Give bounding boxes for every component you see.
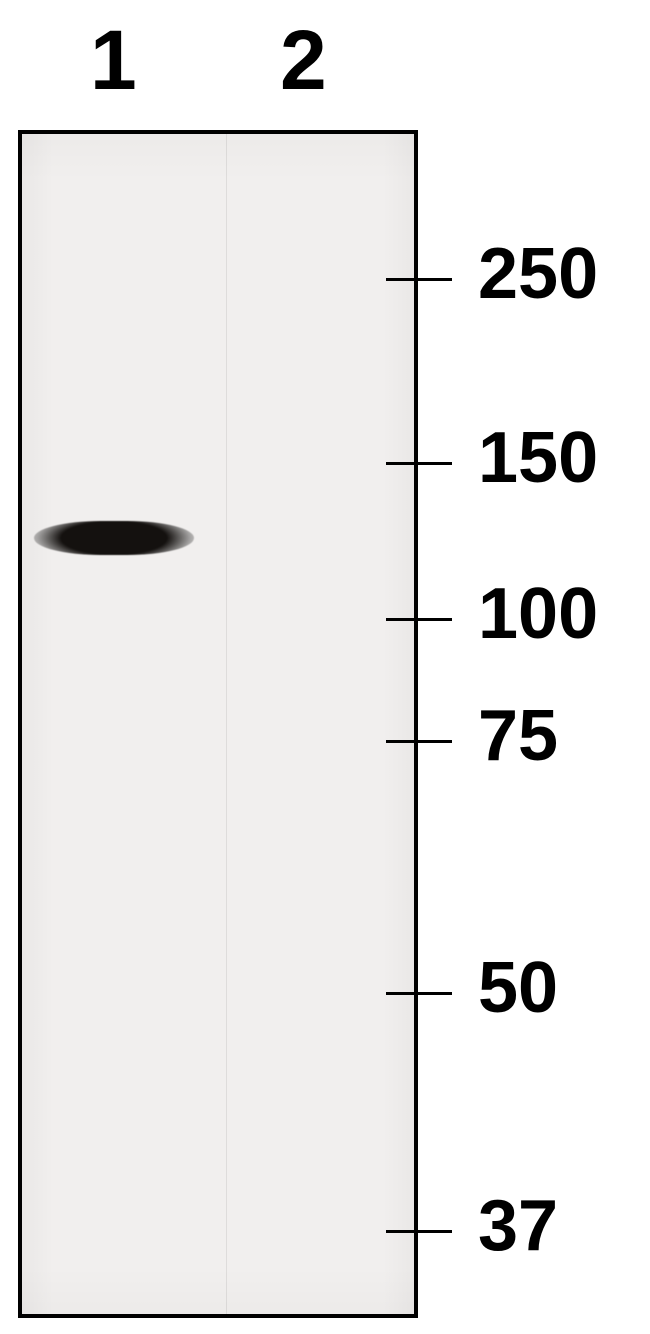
marker-label-250: 250 [478,233,598,315]
marker-tick-150 [386,462,452,465]
lane-divider [226,134,227,1314]
marker-label-75: 75 [478,695,558,777]
marker-tick-100 [386,618,452,621]
western-blot-figure: 1 2 250 150 100 75 50 37 [0,0,650,1334]
blot-background [22,134,414,1314]
marker-tick-50 [386,992,452,995]
marker-label-150: 150 [478,417,598,499]
marker-label-37: 37 [478,1185,558,1267]
marker-tick-75 [386,740,452,743]
marker-label-100: 100 [478,573,598,655]
lane-label-2: 2 [280,12,327,109]
marker-tick-250 [386,278,452,281]
band-1 [34,521,194,555]
marker-tick-37 [386,1230,452,1233]
lane-label-1: 1 [90,12,137,109]
marker-label-50: 50 [478,947,558,1029]
blot-membrane [18,130,418,1318]
